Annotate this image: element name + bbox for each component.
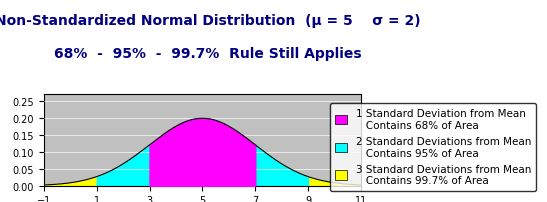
Text: Non-Standardized Normal Distribution  (μ = 5    σ = 2): Non-Standardized Normal Distribution (μ … <box>0 14 421 28</box>
Legend: 1 Standard Deviation from Mean
   Contains 68% of Area, 2 Standard Deviations fr: 1 Standard Deviation from Mean Contains … <box>330 103 536 191</box>
Text: 68%  -  95%  -  99.7%  Rule Still Applies: 68% - 95% - 99.7% Rule Still Applies <box>54 46 362 60</box>
